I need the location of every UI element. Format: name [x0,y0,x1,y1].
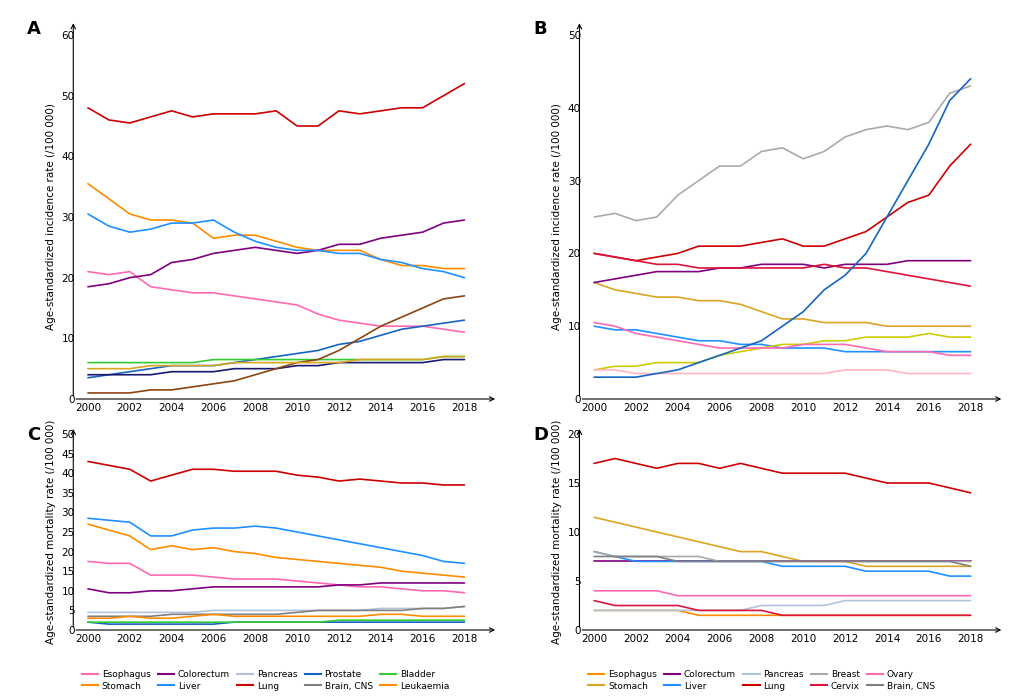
Y-axis label: Age-standardized incidence rate (/100 000): Age-standardized incidence rate (/100 00… [553,104,562,330]
Text: D: D [533,426,549,444]
Y-axis label: Age-standardized mortality rate (/100 000): Age-standardized mortality rate (/100 00… [552,420,562,644]
Legend: Stomach, Colorectum, Liver, Lung, Breast, Cervix, Uterus, Ovary, Esophagus, Thyr: Stomach, Colorectum, Liver, Lung, Breast… [588,469,899,490]
Text: B: B [533,20,547,38]
Y-axis label: Age-standardized mortality rate (/100 000): Age-standardized mortality rate (/100 00… [45,420,56,644]
Legend: Esophagus, Stomach, Colorectum, Liver, Pancreas, Lung, Prostate, Brain, CNS, Bla: Esophagus, Stomach, Colorectum, Liver, P… [82,670,449,690]
Text: A: A [27,20,41,38]
Legend: Esophagus, Stomach, Colorectum, Liver, Lung, Prostate, Pancreas, Bladder, Thyroi: Esophagus, Stomach, Colorectum, Liver, L… [82,469,438,490]
Text: C: C [27,426,40,444]
Legend: Esophagus, Stomach, Colorectum, Liver, Pancreas, Lung, Breast, Cervix, Ovary, Br: Esophagus, Stomach, Colorectum, Liver, P… [588,670,935,690]
Y-axis label: Age-standardized incidence rate (/100 000): Age-standardized incidence rate (/100 00… [46,104,56,330]
